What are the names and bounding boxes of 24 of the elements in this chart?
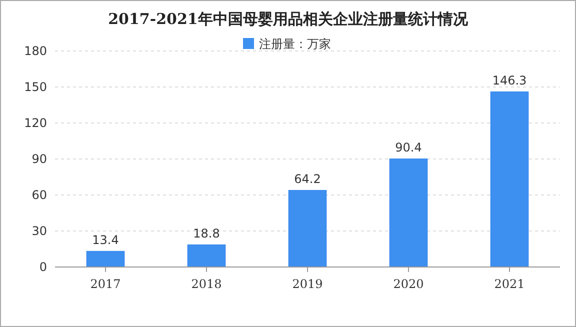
bar	[86, 250, 125, 267]
y-tick-label: 180	[24, 44, 47, 58]
data-label: 18.8	[193, 226, 220, 240]
bar	[389, 158, 428, 267]
x-tick-label: 2021	[494, 277, 525, 291]
y-tick-label: 120	[24, 116, 47, 130]
y-tick-label: 30	[32, 224, 47, 238]
bar	[288, 190, 327, 267]
chart-title: 2017-2021年中国母婴用品相关企业注册量统计情况	[108, 10, 469, 28]
x-tick-label: 2018	[191, 277, 222, 291]
bar	[187, 244, 226, 267]
y-tick-label: 60	[32, 188, 47, 202]
y-tick-label: 90	[32, 152, 47, 166]
data-label: 90.4	[395, 140, 422, 155]
data-label: 146.3	[492, 73, 527, 88]
data-label: 13.4	[92, 232, 119, 247]
y-tick-label: 0	[39, 260, 47, 274]
legend-label: 注册量：万家	[259, 37, 331, 51]
x-tick-label: 2019	[292, 277, 323, 291]
x-tick-label: 2017	[90, 277, 121, 291]
bar	[490, 91, 529, 267]
y-tick-label: 150	[24, 80, 47, 94]
data-label: 64.2	[294, 172, 321, 186]
x-tick-label: 2020	[393, 277, 424, 291]
